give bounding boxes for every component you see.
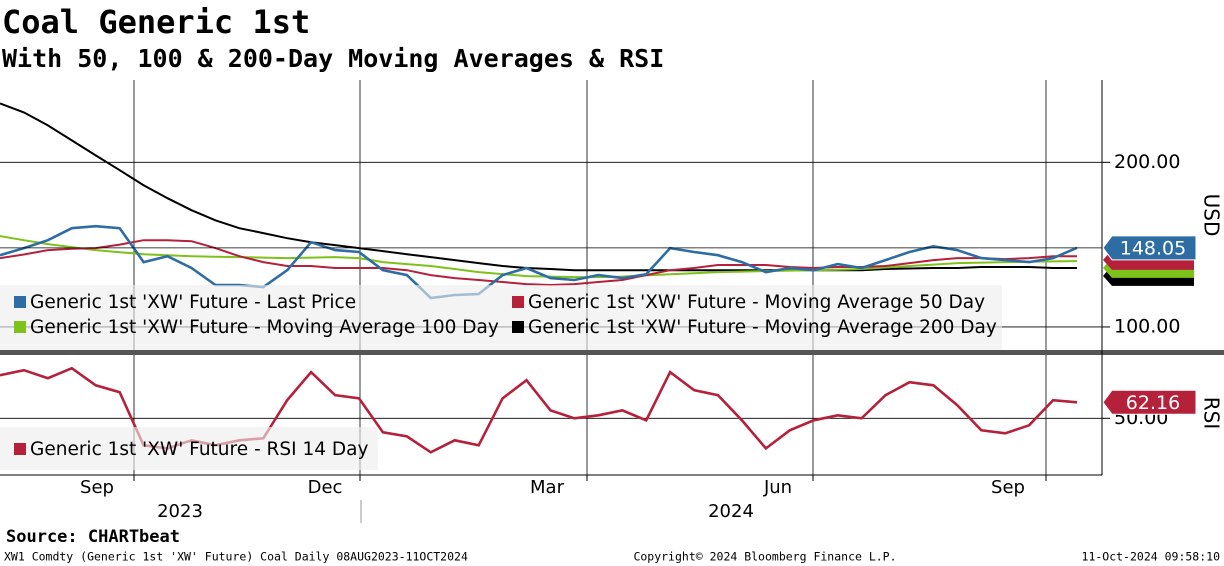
x-tick-label: Jun: [763, 477, 792, 498]
x-year-label: 2024: [708, 501, 754, 522]
y-axis-label: USD: [1200, 194, 1224, 237]
footer-right: 11-Oct-2024 09:58:10: [1082, 550, 1221, 564]
y-axis-label: RSI: [1200, 397, 1224, 430]
chart-subtitle: With 50, 100 & 200-Day Moving Averages &…: [2, 44, 664, 73]
legend-label: Generic 1st 'XW' Future - Moving Average…: [528, 317, 997, 338]
x-tick-label: Dec: [308, 477, 343, 498]
value-tag: [1102, 389, 1197, 415]
chart-title: Coal Generic 1st: [2, 3, 310, 41]
legend-label: Generic 1st 'XW' Future - RSI 14 Day: [30, 439, 368, 460]
value-tag: [1102, 235, 1197, 261]
series-line: [0, 239, 1077, 287]
legend-label: Generic 1st 'XW' Future - Moving Average…: [30, 317, 499, 338]
series-line: [0, 102, 1077, 272]
source: Source: CHARTbeat: [6, 527, 180, 547]
x-tick-label: Sep: [80, 477, 114, 498]
series-line: [0, 235, 1078, 279]
legend-swatch: [14, 443, 26, 455]
legend-box: [0, 285, 1002, 350]
legend-swatch: [14, 296, 26, 308]
x-tick-label: Mar: [530, 477, 565, 498]
y-tick-label: 100.00: [1114, 315, 1180, 337]
x-year-label: 2023: [157, 501, 203, 522]
footer-left: XW1 Comdty (Generic 1st 'XW' Future) Coa…: [4, 550, 468, 564]
legend-box: [0, 427, 378, 470]
legend-swatch: [512, 296, 524, 308]
x-tick-label: Sep: [991, 477, 1025, 498]
footer-center: Copyright© 2024 Bloomberg Finance L.P.: [633, 550, 896, 564]
legend-swatch: [512, 321, 524, 333]
legend-label: Generic 1st 'XW' Future - Last Price: [30, 292, 356, 313]
value-tag-label: 148.05: [1120, 237, 1186, 259]
value-tag-label: 62.16: [1126, 392, 1180, 414]
series-line: [0, 224, 1078, 300]
legend-label: Generic 1st 'XW' Future - Moving Average…: [528, 292, 985, 313]
y-tick-label: 200.00: [1114, 151, 1180, 173]
panel-divider: [0, 350, 1224, 355]
legend-swatch: [14, 321, 26, 333]
